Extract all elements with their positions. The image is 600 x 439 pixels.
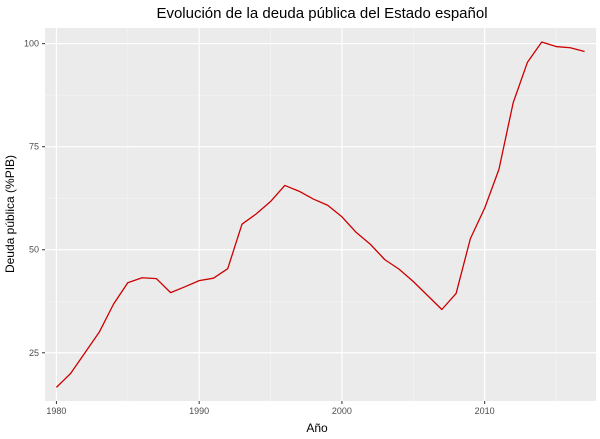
series-line-0 [55, 41, 585, 388]
grid-minor [45, 28, 596, 401]
y-axis-title: Deuda pública (%PIB) [3, 155, 17, 273]
chart-title: Evolución de la deuda pública del Estado… [156, 5, 487, 22]
x-tick-label: 1980 [46, 406, 66, 416]
y-tick-label: 100 [24, 39, 39, 49]
series-layer [55, 41, 585, 388]
x-tick-label: 2010 [475, 406, 495, 416]
y-tick-label: 25 [29, 348, 39, 358]
y-axis: 25 50 75 100 [24, 39, 45, 358]
x-axis: 1980 1990 2000 2010 [46, 401, 495, 416]
x-tick-label: 1990 [189, 406, 209, 416]
y-tick-label: 50 [29, 245, 39, 255]
grid-major [45, 28, 596, 401]
y-tick-label: 75 [29, 142, 39, 152]
x-tick-label: 2000 [332, 406, 352, 416]
plot-panel [45, 28, 596, 401]
x-axis-title: Año [306, 421, 328, 435]
